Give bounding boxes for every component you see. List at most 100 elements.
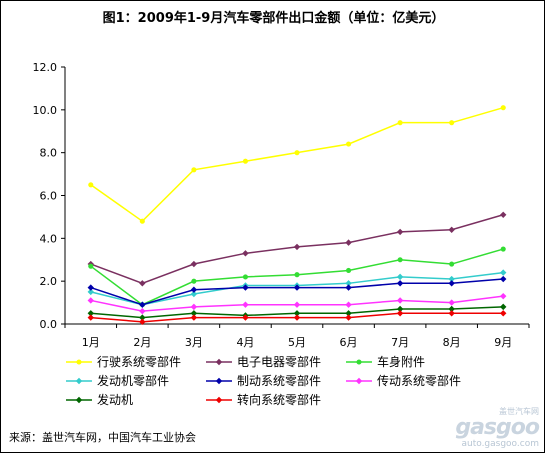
data-point [87,284,94,291]
data-point [448,226,455,233]
data-point [500,211,507,218]
data-point [242,250,249,257]
legend-label: 转向系统零部件 [237,393,322,407]
legend-entry: 行驶系统零部件 [65,353,205,370]
legend-entry: 发动机 [65,391,205,408]
watermark-logo: 盖世汽车网 gasgoo auto.gasgoo.com [439,406,540,452]
data-point [449,261,455,267]
data-point [88,182,94,188]
legend-label: 制动系统零部件 [237,374,322,388]
data-point [448,275,455,283]
y-tick-label: 0.0 [40,318,58,331]
x-tick-label: 6月 [340,336,358,349]
legend-swatch-marker [355,377,363,384]
data-point [500,292,507,300]
data-point [448,305,455,313]
data-point [396,280,404,287]
data-point [396,273,404,281]
data-point [88,263,94,269]
legend-swatch-marker [215,358,223,365]
data-point [191,278,197,284]
legend-label: 发动机 [97,393,134,407]
data-point [190,286,198,293]
x-tick-label: 5月 [288,336,306,349]
data-point [448,310,455,317]
legend: 行驶系统零部件 电子电器零部件 车身附件发动机零部件 制动系统零部件 传动系统零部件发动… [65,352,535,409]
legend-entry: 发动机零部件 [65,372,205,389]
data-point [345,280,352,287]
data-point [87,314,94,321]
data-point [293,301,301,308]
data-point [139,218,145,224]
y-tick-label: 12.0 [33,61,58,74]
data-point [294,272,300,278]
legend-row: 行驶系统零部件 电子电器零部件 车身附件 [65,352,535,371]
legend-swatch [66,377,92,384]
legend-label: 车身附件 [377,355,426,369]
data-point [190,314,198,321]
data-point [500,246,506,252]
watermark-logo-text: gasgoo [455,415,540,440]
x-tick-label: 4月 [236,336,254,349]
x-tick-label: 1月 [82,336,100,349]
plot-area: 0.0 2.0 4.0 6.0 8.0 10.0 12.0 1月 2月 3月 4月 5月 6月 7月 8月 9… [33,61,530,349]
y-tick-label: 10.0 [33,104,58,117]
data-point [396,228,404,236]
legend-swatch [206,377,232,384]
data-point [345,239,352,246]
legend-swatch [66,358,92,365]
data-point [448,299,455,306]
data-point [500,310,507,317]
series-6 [87,292,507,315]
legend-swatch-marker [76,358,82,365]
x-tick-label: 3月 [185,336,203,349]
legend-swatch-marker [356,358,362,365]
y-tick-label: 8.0 [40,147,58,160]
legend-swatch-marker [75,396,83,403]
legend-swatch [66,396,92,403]
data-point [293,314,301,321]
legend-label: 发动机零部件 [97,374,170,388]
x-tick-label: 2月 [133,336,151,349]
data-point [396,297,404,304]
source-text: 来源：盖世汽车网，中国汽车工业协会 [9,431,196,444]
data-point [345,310,352,317]
data-point [87,310,94,317]
series-8 [87,310,507,326]
data-point [242,314,249,321]
legend-label: 行驶系统零部件 [97,355,182,369]
series-3 [88,246,506,308]
legend-label: 电子电器零部件 [237,355,322,369]
data-point [242,274,249,280]
series-5 [87,275,507,308]
legend-entry: 传动系统零部件 [345,372,495,389]
legend-entry: 转向系统零部件 [205,391,345,408]
data-point [190,290,198,298]
legend-swatch-marker [215,377,223,384]
data-point [242,284,249,291]
data-point [293,243,301,251]
data-point [500,105,506,111]
watermark-url: auto.gasgoo.com [461,439,539,449]
legend-swatch [206,396,232,403]
legend-swatch-marker [75,377,83,384]
data-point [190,310,198,317]
legend-swatch [346,358,372,365]
data-point [345,284,352,291]
chart-title: 图1：2009年1-9月汽车零部件出口金额（单位：亿美元） [102,11,445,26]
data-point [397,257,403,263]
data-point [139,314,146,321]
y-tick-label: 4.0 [40,232,58,245]
data-point [191,167,197,173]
data-point [500,303,507,311]
data-point [293,284,301,291]
data-point [242,301,249,308]
x-tick-label: 9月 [494,336,512,349]
legend-entry: 制动系统零部件 [205,372,345,389]
series-line [90,106,504,223]
legend-entry: 电子电器零部件 [205,353,345,370]
legend-swatch-marker [215,396,223,403]
x-tick-label: 8月 [443,336,461,349]
data-point [293,310,301,317]
legend-label: 传动系统零部件 [377,374,462,388]
